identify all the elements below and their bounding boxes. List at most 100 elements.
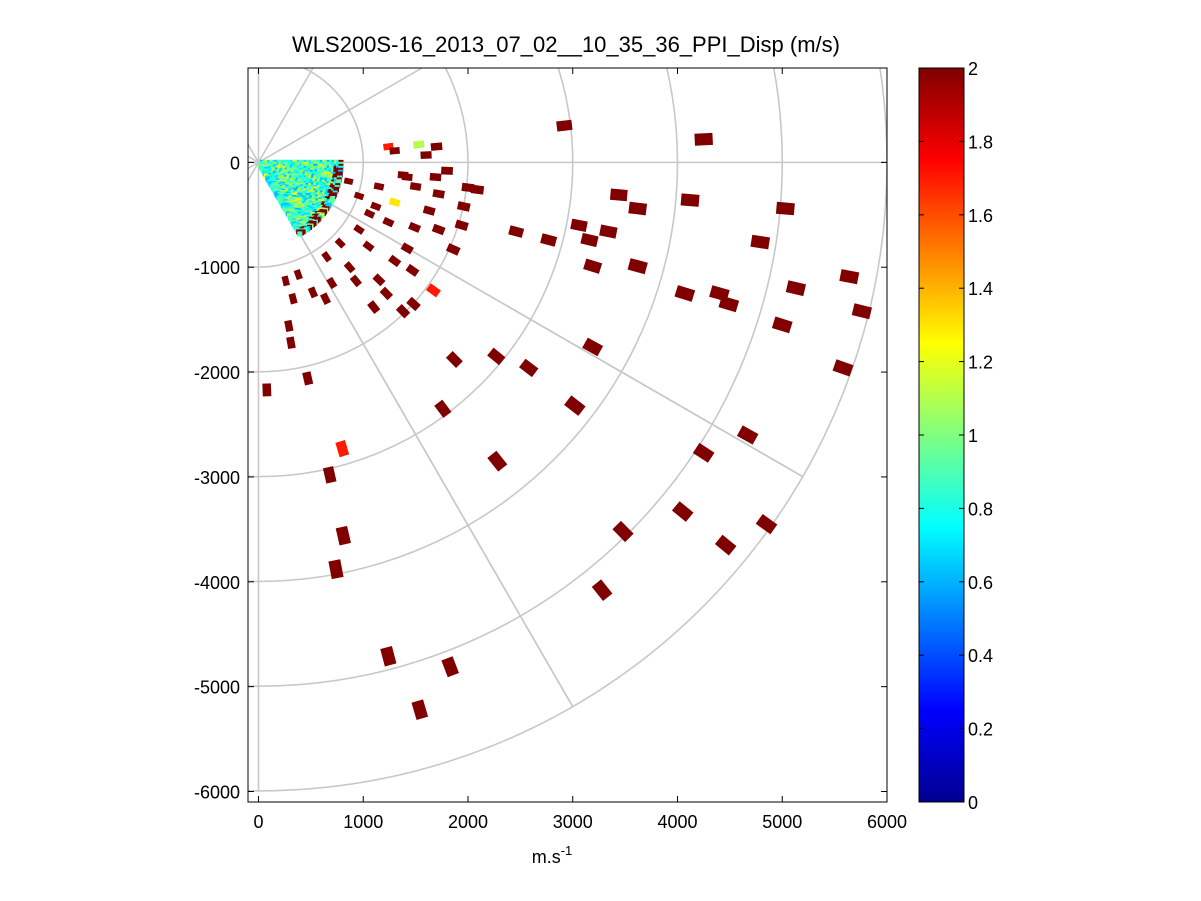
data-point [379,286,394,301]
data-point [395,304,411,319]
data-point [441,656,459,678]
data-point [832,359,854,377]
data-point [288,292,298,305]
chart-title: WLS200S-16_2013_07_02__10_35_36_PPI_Disp… [292,32,840,57]
data-point [583,258,603,274]
data-point [286,336,296,350]
data-point [508,225,525,238]
data-point [434,399,452,418]
plot-frame [247,67,888,803]
x-tick-label: 0 [253,812,263,832]
data-point [674,285,696,302]
data-point [487,347,506,366]
data-point [456,201,471,212]
colorbar-tick-label: 1 [968,426,978,446]
x-tick-label: 5000 [762,812,802,832]
data-point [431,223,446,236]
azimuth-spoke [257,161,574,708]
data-point [320,292,332,305]
azimuth-spoke [258,161,804,478]
data-point [580,232,599,248]
data-point [755,514,778,535]
colorbar-tick-label: 1.6 [968,206,993,226]
data-points [262,119,873,721]
y-tick-label: -3000 [194,468,240,488]
data-point [372,273,386,287]
data-point [284,319,294,333]
x-axis-label: m.s-1 [532,843,573,867]
y-tick-label: -5000 [194,678,240,698]
data-point [540,233,558,247]
colorbar-tick-label: 2 [968,59,978,79]
y-tick-label: -1000 [194,258,240,278]
data-point [671,501,694,522]
data-point [750,234,771,250]
x-tick-label: 6000 [867,812,907,832]
data-point [714,534,737,556]
x-axis-ticks: 0 1000 2000 3000 4000 5000 6000 [253,68,907,832]
data-point [628,201,648,216]
data-point [785,280,806,297]
data-point [363,208,376,219]
data-point [335,440,350,458]
data-point [591,579,613,601]
data-point [328,559,344,580]
data-point [335,525,351,546]
data-point [380,646,397,667]
data-point [445,351,463,368]
x-tick-label: 4000 [657,812,697,832]
data-point [609,188,628,202]
data-point [388,254,402,268]
data-point [262,383,272,397]
colorbar-tick-label: 0.6 [968,573,993,593]
data-point [680,193,700,207]
data-point [420,151,432,159]
colorbar-tick-label: 0.8 [968,499,993,519]
data-point [582,337,604,357]
data-point [281,275,290,287]
data-point [362,240,375,253]
colorbar-tick-label: 1.8 [968,132,993,152]
data-point [736,425,759,445]
data-point [430,142,443,151]
plot-area [248,68,887,802]
data-point [556,119,573,132]
colorbar-tick-label: 0.4 [968,646,993,666]
data-point [718,295,740,313]
data-point [564,395,586,416]
near-field-returns [258,159,344,237]
data-point [441,166,454,175]
data-point [599,224,618,239]
data-point [412,140,425,149]
data-point [454,219,469,232]
colorbar [918,67,965,803]
data-point [370,201,382,212]
data-point [353,191,365,201]
x-axis-label-exponent: -1 [561,843,573,858]
data-point [389,147,400,155]
data-point [405,263,420,277]
data-point [367,300,381,314]
data-point [839,269,860,285]
x-tick-label: 1000 [343,812,383,832]
data-point [408,221,422,233]
data-point [322,466,337,484]
data-point [406,296,421,312]
data-point [445,243,461,256]
data-point [612,520,634,543]
data-point [425,283,441,298]
data-point [373,182,385,191]
data-point [397,171,409,179]
azimuth-spoke [257,68,314,163]
y-axis-ticks: 0 -1000 -2000 -3000 -4000 -5000 -6000 [194,153,887,803]
colorbar-tick-label: 0.2 [968,720,993,740]
azimuth-spoke [248,142,260,163]
data-point [326,276,338,290]
data-point [334,237,346,249]
data-point [487,450,508,472]
data-point [293,268,303,281]
y-tick-label: -4000 [194,573,240,593]
y-tick-label: -2000 [194,363,240,383]
x-tick-label: 3000 [553,812,593,832]
data-point [519,358,539,378]
